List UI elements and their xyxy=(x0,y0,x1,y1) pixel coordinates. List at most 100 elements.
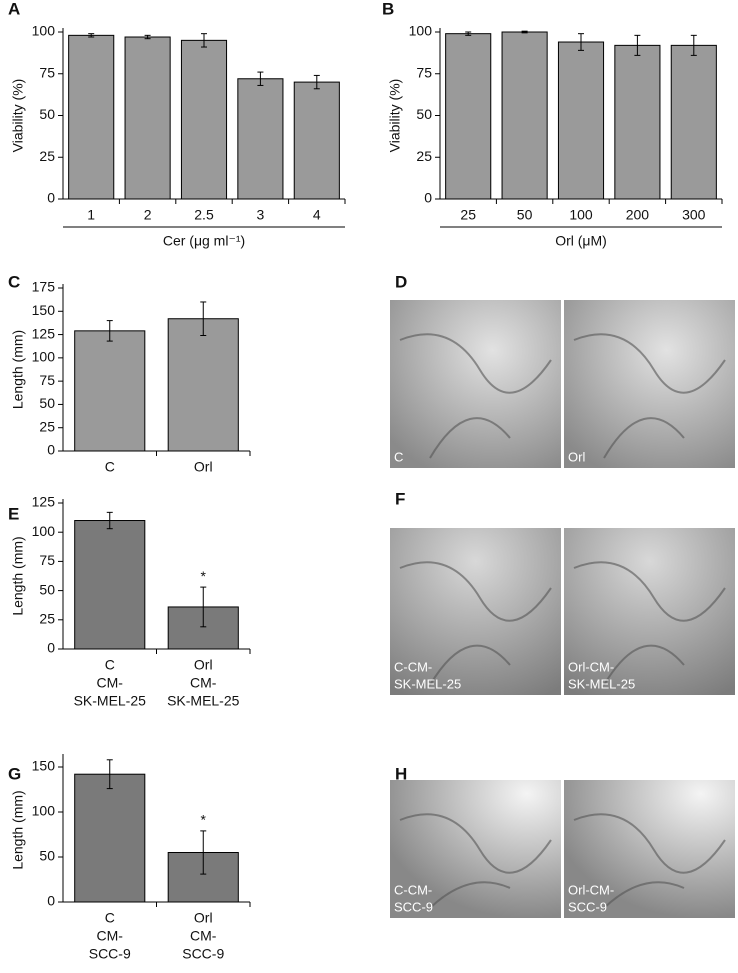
x-tick-label: 200 xyxy=(626,207,650,223)
panel-letter: C xyxy=(8,272,20,291)
x-tick-label: Orl xyxy=(194,910,213,926)
micrograph-label: SK-MEL-25 xyxy=(568,676,635,691)
panel-letter: F xyxy=(395,489,405,508)
y-tick-label: 50 xyxy=(416,106,432,122)
y-tick-label: 100 xyxy=(32,23,56,39)
y-tick-label: 50 xyxy=(39,848,55,864)
x-tick-label: Orl xyxy=(194,459,213,475)
micrograph-label: C-CM- xyxy=(394,659,432,674)
x-tick-label: Orl xyxy=(194,657,213,673)
bar xyxy=(614,44,661,200)
micrograph-label: SCC-9 xyxy=(394,899,433,914)
error-bar xyxy=(144,34,151,40)
panel-letter: D xyxy=(395,272,407,291)
y-axis-label: Length (mm) xyxy=(10,536,26,615)
y-tick-label: 75 xyxy=(39,64,55,80)
micrograph xyxy=(390,300,561,468)
panel-letter: B xyxy=(382,0,394,18)
y-tick-label: 0 xyxy=(47,190,55,206)
y-tick-label: 125 xyxy=(32,325,56,341)
x-tick-label: C xyxy=(105,910,115,926)
tube-network xyxy=(573,333,726,459)
micrograph-label: C-CM- xyxy=(394,882,432,897)
micrograph-label: SK-MEL-25 xyxy=(394,676,461,691)
micrograph xyxy=(390,528,561,695)
y-tick-label: 100 xyxy=(32,803,56,819)
x-tick-label: CM- xyxy=(97,675,124,691)
significance-marker: * xyxy=(201,812,207,828)
y-tick-label: 0 xyxy=(47,442,55,458)
x-tick-label: SK-MEL-25 xyxy=(74,693,147,709)
y-tick-label: 50 xyxy=(39,395,55,411)
tube-network xyxy=(399,813,552,909)
x-tick-label: 4 xyxy=(313,207,321,223)
micrograph-label: C xyxy=(394,449,403,464)
micrograph xyxy=(390,780,561,918)
bar xyxy=(670,44,717,200)
y-tick-label: 75 xyxy=(39,552,55,568)
x-tick-label: 2.5 xyxy=(194,207,214,223)
x-tick-label: CM- xyxy=(190,675,217,691)
micrograph-label: Orl xyxy=(568,449,585,464)
micrograph xyxy=(564,780,735,918)
tube-network xyxy=(573,561,726,686)
y-tick-label: 25 xyxy=(416,148,432,164)
panel-letter: E xyxy=(8,504,19,523)
y-tick-label: 0 xyxy=(424,190,432,206)
error-bar xyxy=(106,320,113,342)
x-tick-label: CM- xyxy=(97,928,124,944)
y-axis-label: Viability (%) xyxy=(10,79,26,153)
bar xyxy=(124,36,171,200)
y-tick-label: 175 xyxy=(32,279,56,295)
y-tick-label: 150 xyxy=(32,758,56,774)
x-tick-label: C xyxy=(105,459,115,475)
tube-network xyxy=(399,333,552,459)
bar xyxy=(180,39,228,200)
bar xyxy=(74,330,146,452)
y-tick-label: 75 xyxy=(416,64,432,80)
x-tick-label: CM- xyxy=(190,928,217,944)
x-tick-label: 1 xyxy=(87,207,95,223)
panel-letter: H xyxy=(395,764,407,783)
error-bar xyxy=(88,33,95,38)
error-bar xyxy=(690,34,697,56)
bar xyxy=(293,81,340,200)
micrograph xyxy=(564,300,735,468)
bar xyxy=(68,34,115,200)
y-tick-label: 50 xyxy=(39,581,55,597)
tube-network xyxy=(573,813,726,909)
bar xyxy=(501,31,548,200)
micrograph-label: SCC-9 xyxy=(568,899,607,914)
y-tick-label: 125 xyxy=(32,494,56,510)
x-tick-label: 50 xyxy=(517,207,533,223)
x-axis-label: Orl (μM) xyxy=(555,233,607,249)
bar xyxy=(557,41,605,200)
y-tick-label: 0 xyxy=(47,893,55,909)
bar xyxy=(74,520,146,650)
error-bar xyxy=(201,33,207,48)
x-tick-label: 3 xyxy=(257,207,265,223)
x-tick-label: 25 xyxy=(460,207,476,223)
panel-letter: G xyxy=(8,764,21,783)
y-axis-label: Length (mm) xyxy=(10,790,26,869)
x-tick-label: SCC-9 xyxy=(182,946,224,962)
bar xyxy=(74,773,146,903)
error-bar xyxy=(200,586,207,628)
x-tick-label: 2 xyxy=(144,207,152,223)
y-tick-label: 100 xyxy=(32,523,56,539)
error-bar xyxy=(106,511,113,530)
y-tick-label: 100 xyxy=(409,23,433,39)
error-bar xyxy=(313,74,320,90)
y-tick-label: 0 xyxy=(47,640,55,656)
error-bar xyxy=(257,71,264,86)
y-tick-label: 50 xyxy=(39,106,55,122)
error-bar xyxy=(200,830,207,875)
bar xyxy=(445,33,492,200)
y-tick-label: 25 xyxy=(39,418,55,434)
bar xyxy=(167,318,239,452)
error-bar xyxy=(106,759,113,790)
micrograph xyxy=(564,528,735,695)
error-bar xyxy=(521,30,528,34)
y-tick-label: 100 xyxy=(32,349,56,365)
micrograph-label: Orl-CM- xyxy=(568,882,614,897)
